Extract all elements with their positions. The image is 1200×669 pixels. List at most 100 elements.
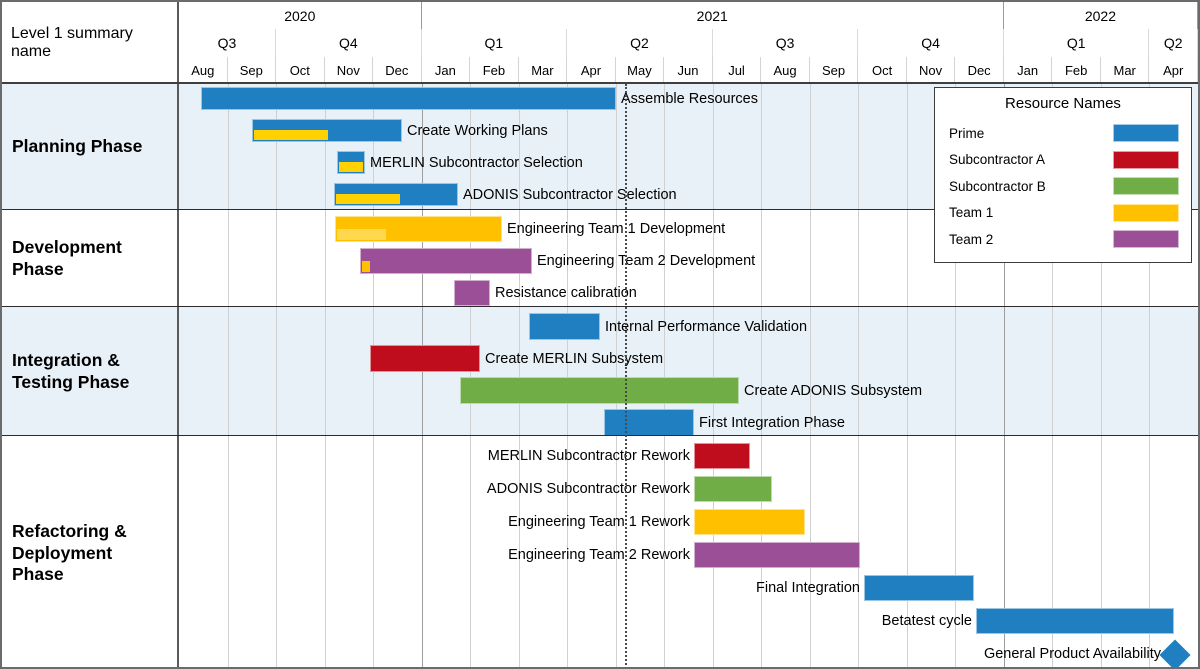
grid-line bbox=[324, 84, 326, 210]
legend-row: Subcontractor A bbox=[935, 149, 1191, 171]
gantt-bar-progress bbox=[336, 194, 400, 204]
grid-line bbox=[1149, 436, 1151, 667]
gantt-bar-label: Internal Performance Validation bbox=[605, 318, 808, 335]
month-cell: Feb bbox=[470, 57, 519, 84]
grid-line bbox=[615, 210, 617, 307]
grid-line bbox=[276, 436, 278, 667]
gantt-bar-label: Engineering Team 1 Rework bbox=[508, 514, 690, 530]
grid-line bbox=[809, 84, 811, 210]
legend-color-swatch bbox=[1113, 150, 1179, 169]
legend-item-label: Subcontractor B bbox=[949, 178, 1046, 194]
gantt-bar[interactable] bbox=[604, 409, 694, 436]
gantt-bar-progress bbox=[337, 229, 386, 240]
gantt-bar[interactable] bbox=[864, 575, 974, 601]
gantt-bar-label: Engineering Team 2 Development bbox=[537, 253, 756, 269]
grid-line bbox=[761, 307, 763, 436]
gantt-bar[interactable] bbox=[201, 87, 616, 110]
gantt-bar[interactable] bbox=[460, 377, 739, 404]
gantt-bar-label: Resistance calibration bbox=[495, 285, 637, 301]
gantt-bar-label: ADONIS Subcontractor Rework bbox=[486, 481, 690, 497]
gantt-bar[interactable] bbox=[454, 280, 490, 306]
gantt-bar-label: Create MERLIN Subsystem bbox=[485, 350, 664, 367]
quarter-cell: Q4 bbox=[858, 29, 1004, 57]
gantt-bar[interactable] bbox=[694, 476, 772, 502]
month-cell: Nov bbox=[906, 57, 956, 84]
grid-line bbox=[858, 84, 860, 210]
grid-line bbox=[518, 436, 520, 667]
gantt-bar-label: Engineering Team 2 Rework bbox=[508, 547, 690, 563]
grid-line bbox=[615, 84, 617, 210]
gantt-bar[interactable] bbox=[694, 542, 860, 568]
grid-line bbox=[955, 436, 957, 667]
grid-line bbox=[518, 84, 520, 210]
month-cell: Apr bbox=[1149, 57, 1198, 84]
grid-line bbox=[906, 436, 908, 667]
quarter-cell: Q1 bbox=[421, 29, 568, 57]
year-cell: 2021 bbox=[421, 2, 1004, 29]
grid-line bbox=[373, 84, 375, 210]
month-cell: Dec bbox=[955, 57, 1004, 84]
grid-line bbox=[470, 84, 472, 210]
legend-box: Resource Names Prime Subcontractor A Subco… bbox=[934, 87, 1192, 263]
year-cell: 2022 bbox=[1003, 2, 1198, 29]
legend-color-swatch bbox=[1113, 230, 1179, 248]
grid-line bbox=[567, 307, 569, 436]
grid-line bbox=[712, 307, 714, 436]
month-cell: Feb bbox=[1052, 57, 1101, 84]
month-cell: Aug bbox=[761, 57, 810, 84]
month-cell: Jan bbox=[421, 57, 471, 84]
gantt-bar-label: Betatest cycle bbox=[881, 613, 972, 629]
legend-row: Team 2 bbox=[935, 228, 1191, 250]
month-cell: Dec bbox=[373, 57, 422, 84]
gantt-bar[interactable] bbox=[360, 248, 532, 274]
grid-line bbox=[664, 84, 666, 210]
grid-line bbox=[615, 307, 617, 436]
gantt-bar-label: Create Working Plans bbox=[407, 122, 548, 139]
grid-line bbox=[712, 210, 714, 307]
year-separator-line bbox=[421, 436, 423, 667]
gantt-bar[interactable] bbox=[529, 313, 600, 340]
gantt-bar[interactable] bbox=[976, 608, 1174, 634]
grid-line bbox=[1052, 307, 1054, 436]
grid-line bbox=[567, 84, 569, 210]
gantt-bar-label: General Product Availability bbox=[983, 646, 1161, 662]
grid-line bbox=[227, 436, 229, 667]
grid-line bbox=[955, 307, 957, 436]
gantt-bar-label: Engineering Team 1 Development bbox=[507, 221, 726, 237]
gantt-bar[interactable] bbox=[694, 443, 750, 469]
legend-item-label: Team 1 bbox=[949, 205, 994, 220]
month-cell: Jun bbox=[664, 57, 713, 84]
month-cell: Mar bbox=[1100, 57, 1150, 84]
header-divider bbox=[2, 82, 1198, 84]
phase-row: Integration & Testing Phase Internal Perf… bbox=[2, 307, 1198, 436]
gantt-bar[interactable] bbox=[370, 345, 480, 372]
phase-name-label: Integration & Testing Phase bbox=[2, 307, 179, 436]
gantt-bar-label: MERLIN Subcontractor Selection bbox=[370, 154, 583, 171]
grid-line bbox=[518, 307, 520, 436]
gantt-bar[interactable] bbox=[694, 509, 805, 535]
year-cell: 2020 bbox=[179, 2, 422, 29]
grid-line bbox=[761, 210, 763, 307]
legend-color-swatch bbox=[1113, 177, 1179, 195]
grid-line bbox=[227, 210, 229, 307]
gantt-bar-label: Assemble Resources bbox=[621, 90, 758, 107]
grid-line bbox=[906, 84, 908, 210]
legend-color-swatch bbox=[1113, 124, 1179, 142]
gantt-bar-label: MERLIN Subcontractor Rework bbox=[487, 448, 690, 464]
quarter-cell: Q3 bbox=[179, 29, 277, 57]
grid-line bbox=[1100, 436, 1102, 667]
phase-name-label: Development Phase bbox=[2, 210, 179, 307]
quarter-cell: Q2 bbox=[1149, 29, 1198, 57]
grid-line bbox=[1052, 436, 1054, 667]
grid-line bbox=[906, 210, 908, 307]
gantt-bar-label: First Integration Phase bbox=[699, 414, 845, 431]
grid-line bbox=[664, 307, 666, 436]
legend-item-label: Subcontractor A bbox=[949, 152, 1046, 167]
legend-row: Prime bbox=[935, 122, 1191, 144]
row-header-label: Level 1 summary name bbox=[2, 2, 179, 84]
month-cell: Nov bbox=[324, 57, 374, 84]
phase-name-label: Refactoring & Deployment Phase bbox=[2, 436, 179, 667]
grid-line bbox=[276, 307, 278, 436]
today-marker-line bbox=[625, 84, 628, 667]
